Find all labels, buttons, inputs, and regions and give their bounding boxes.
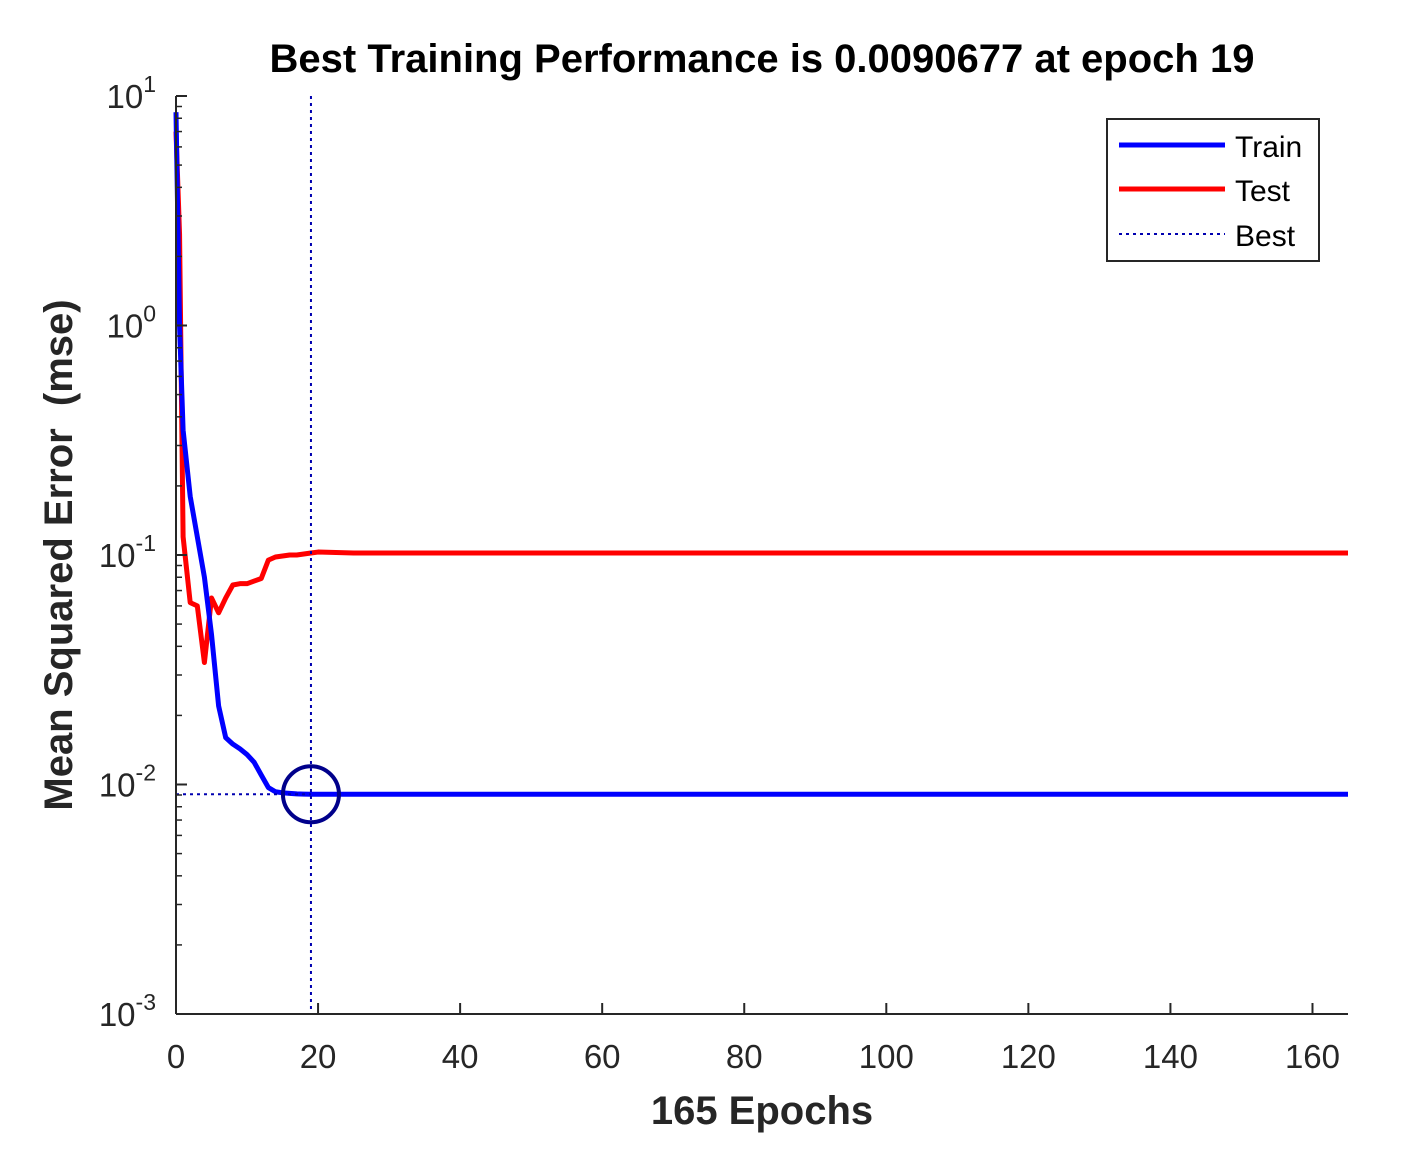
y-tick-label: 10-1	[99, 530, 156, 574]
x-tick-label: 40	[442, 1038, 479, 1075]
chart-title: Best Training Performance is 0.0090677 a…	[270, 37, 1255, 81]
y-tick-label: 100	[106, 301, 156, 345]
axis-layer: 0 20 40 60 80 100 120 140 160 10-3 10-2 10-1 100 101	[99, 71, 1348, 1075]
series-test-line	[173, 131, 1348, 666]
legend: Train Test Best	[1106, 118, 1320, 262]
x-tick-label: 160	[1285, 1038, 1340, 1075]
y-tick-label: 10-2	[99, 760, 156, 804]
legend-test-label: Test	[1235, 175, 1291, 208]
y-tick-label: 101	[106, 71, 156, 115]
x-tick-label: 60	[584, 1038, 621, 1075]
best-marker-circle	[280, 764, 341, 825]
y-tick-label: 10-3	[99, 989, 156, 1033]
x-tick-label: 0	[167, 1038, 185, 1075]
x-tick-label: 20	[300, 1038, 337, 1075]
legend-train-label: Train	[1235, 131, 1302, 164]
x-tick-label: 80	[726, 1038, 763, 1075]
legend-best-label: Best	[1235, 220, 1296, 253]
series-layer	[173, 112, 1348, 797]
x-tick-label: 120	[1001, 1038, 1056, 1075]
y-axis-label: Mean Squared Error (mse)	[37, 299, 81, 810]
series-train-line	[173, 112, 1348, 797]
x-tick-label: 100	[859, 1038, 914, 1075]
x-axis-label: 165 Epochs	[651, 1089, 873, 1133]
best-layer	[176, 96, 341, 1014]
x-tick-label: 140	[1143, 1038, 1198, 1075]
